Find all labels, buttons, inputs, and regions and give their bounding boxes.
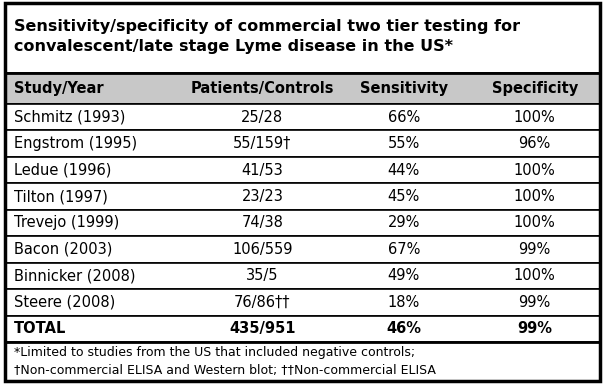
Bar: [5, 3, 600, 73]
Text: 99%: 99%: [518, 242, 551, 257]
Bar: [5, 131, 600, 157]
Bar: [5, 342, 600, 381]
Text: 106/559: 106/559: [232, 242, 293, 257]
Text: Study/Year: Study/Year: [14, 81, 103, 96]
Bar: [5, 104, 600, 131]
Text: *Limited to studies from the US that included negative controls;
†Non-commercial: *Limited to studies from the US that inc…: [14, 346, 436, 377]
Text: 44%: 44%: [388, 162, 420, 177]
Text: 49%: 49%: [388, 268, 420, 283]
Bar: [5, 316, 600, 342]
Text: 55%: 55%: [388, 136, 420, 151]
Text: 23/23: 23/23: [241, 189, 283, 204]
Text: Binnicker (2008): Binnicker (2008): [14, 268, 136, 283]
Bar: [5, 236, 600, 263]
Text: Ledue (1996): Ledue (1996): [14, 162, 111, 177]
Text: Sensitivity: Sensitivity: [360, 81, 448, 96]
Text: Sensitivity/specificity of commercial two tier testing for
convalescent/late sta: Sensitivity/specificity of commercial tw…: [14, 19, 520, 54]
Text: Tilton (1997): Tilton (1997): [14, 189, 108, 204]
Text: 76/86††: 76/86††: [234, 295, 290, 310]
Text: Patients/Controls: Patients/Controls: [191, 81, 334, 96]
Text: Steere (2008): Steere (2008): [14, 295, 115, 310]
Text: 100%: 100%: [514, 110, 555, 125]
Text: Schmitz (1993): Schmitz (1993): [14, 110, 125, 125]
Text: 25/28: 25/28: [241, 110, 283, 125]
Text: 35/5: 35/5: [246, 268, 278, 283]
Text: 45%: 45%: [388, 189, 420, 204]
Bar: [5, 289, 600, 316]
Text: 100%: 100%: [514, 215, 555, 230]
Bar: [5, 263, 600, 289]
Text: 99%: 99%: [517, 321, 552, 336]
Bar: [5, 157, 600, 183]
Bar: [5, 183, 600, 210]
Text: 41/53: 41/53: [241, 162, 283, 177]
Text: 99%: 99%: [518, 295, 551, 310]
Text: 18%: 18%: [388, 295, 420, 310]
Text: TOTAL: TOTAL: [14, 321, 67, 336]
Text: 100%: 100%: [514, 162, 555, 177]
Bar: [5, 210, 600, 236]
Text: 100%: 100%: [514, 189, 555, 204]
Text: 435/951: 435/951: [229, 321, 296, 336]
Text: Engstrom (1995): Engstrom (1995): [14, 136, 137, 151]
Text: 74/38: 74/38: [241, 215, 283, 230]
Text: 96%: 96%: [518, 136, 551, 151]
Text: Specificity: Specificity: [491, 81, 578, 96]
Text: 46%: 46%: [386, 321, 421, 336]
Text: 66%: 66%: [388, 110, 420, 125]
Text: Bacon (2003): Bacon (2003): [14, 242, 113, 257]
Text: Trevejo (1999): Trevejo (1999): [14, 215, 119, 230]
Text: 55/159†: 55/159†: [233, 136, 292, 151]
Bar: [5, 73, 600, 104]
Text: 100%: 100%: [514, 268, 555, 283]
Text: 29%: 29%: [388, 215, 420, 230]
Text: 67%: 67%: [388, 242, 420, 257]
